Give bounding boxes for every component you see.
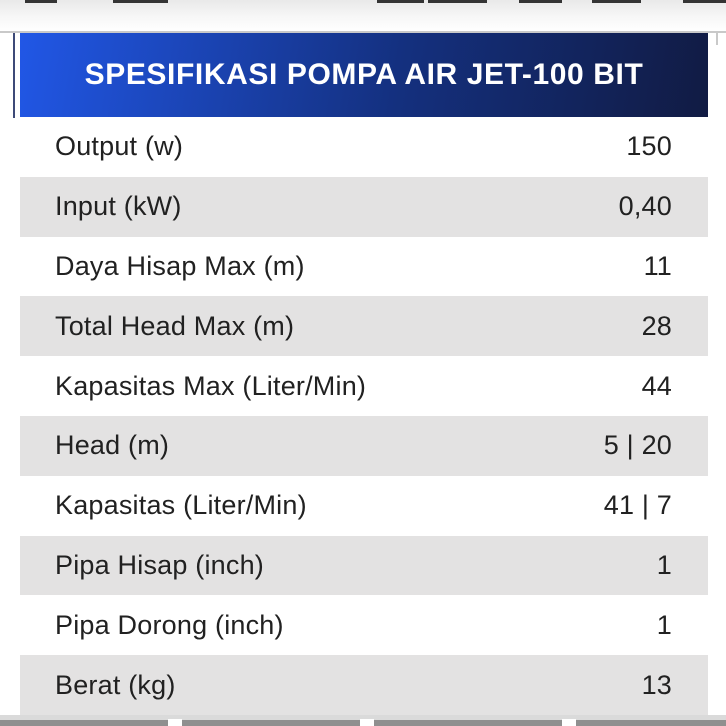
top-fade-artifact <box>0 0 726 31</box>
crop-artifact-top <box>113 0 168 3</box>
banner-left-edge-artifact <box>13 33 15 118</box>
spec-table: Output (w) 150 Input (kW) 0,40 Daya Hisa… <box>20 117 708 715</box>
spec-value: 41 | 7 <box>603 490 672 521</box>
spec-header-banner: SPESIFIKASI POMPA AIR JET-100 BIT <box>20 33 708 117</box>
crop-artifact-top <box>25 0 57 3</box>
table-row: Pipa Hisap (inch) 1 <box>20 535 708 596</box>
spec-label: Total Head Max (m) <box>55 310 295 341</box>
table-row: Berat (kg) 13 <box>20 655 708 715</box>
page-title: SPESIFIKASI POMPA AIR JET-100 BIT <box>84 58 644 91</box>
spec-value: 28 <box>641 310 672 341</box>
table-row: Kapasitas Max (Liter/Min) 44 <box>20 356 708 416</box>
spec-label: Head (m) <box>55 430 170 461</box>
spec-label: Pipa Hisap (inch) <box>55 549 264 580</box>
spec-value: 0,40 <box>618 191 672 222</box>
spec-value: 11 <box>643 250 672 281</box>
spec-label: Kapasitas Max (Liter/Min) <box>55 370 367 401</box>
crop-artifact-top <box>683 0 726 3</box>
crop-artifact-bottom-gap <box>360 719 374 726</box>
crop-artifact-bottom-gap <box>562 719 576 726</box>
spec-value: 5 | 20 <box>603 430 672 461</box>
crop-artifact-top <box>519 0 562 3</box>
spec-value: 44 <box>641 370 672 401</box>
spec-label: Pipa Dorong (inch) <box>55 609 284 640</box>
crop-artifact-top <box>428 0 487 3</box>
crop-artifact-top <box>592 0 641 3</box>
spec-value: 150 <box>626 131 672 162</box>
spec-label: Input (kW) <box>55 191 182 222</box>
table-row: Output (w) 150 <box>20 117 708 177</box>
top-divider-line <box>0 31 726 33</box>
spec-label: Daya Hisap Max (m) <box>55 250 305 281</box>
top-right-border-artifact <box>716 31 718 45</box>
spec-label: Kapasitas (Liter/Min) <box>55 490 307 521</box>
table-row: Head (m) 5 | 20 <box>20 415 708 476</box>
crop-artifact-bottom-gap <box>168 719 182 726</box>
table-row: Kapasitas (Liter/Min) 41 | 7 <box>20 475 708 536</box>
crop-artifact-bottom-light <box>0 715 726 720</box>
table-row: Input (kW) 0,40 <box>20 176 708 237</box>
spec-label: Output (w) <box>55 131 184 162</box>
spec-value: 1 <box>656 609 672 640</box>
spec-value: 1 <box>656 549 672 580</box>
table-row: Daya Hisap Max (m) 11 <box>20 236 708 297</box>
spec-label: Berat (kg) <box>55 669 176 700</box>
spec-value: 13 <box>641 669 672 700</box>
table-row: Pipa Dorong (inch) 1 <box>20 595 708 656</box>
table-row: Total Head Max (m) 28 <box>20 296 708 357</box>
crop-artifact-top <box>377 0 424 3</box>
